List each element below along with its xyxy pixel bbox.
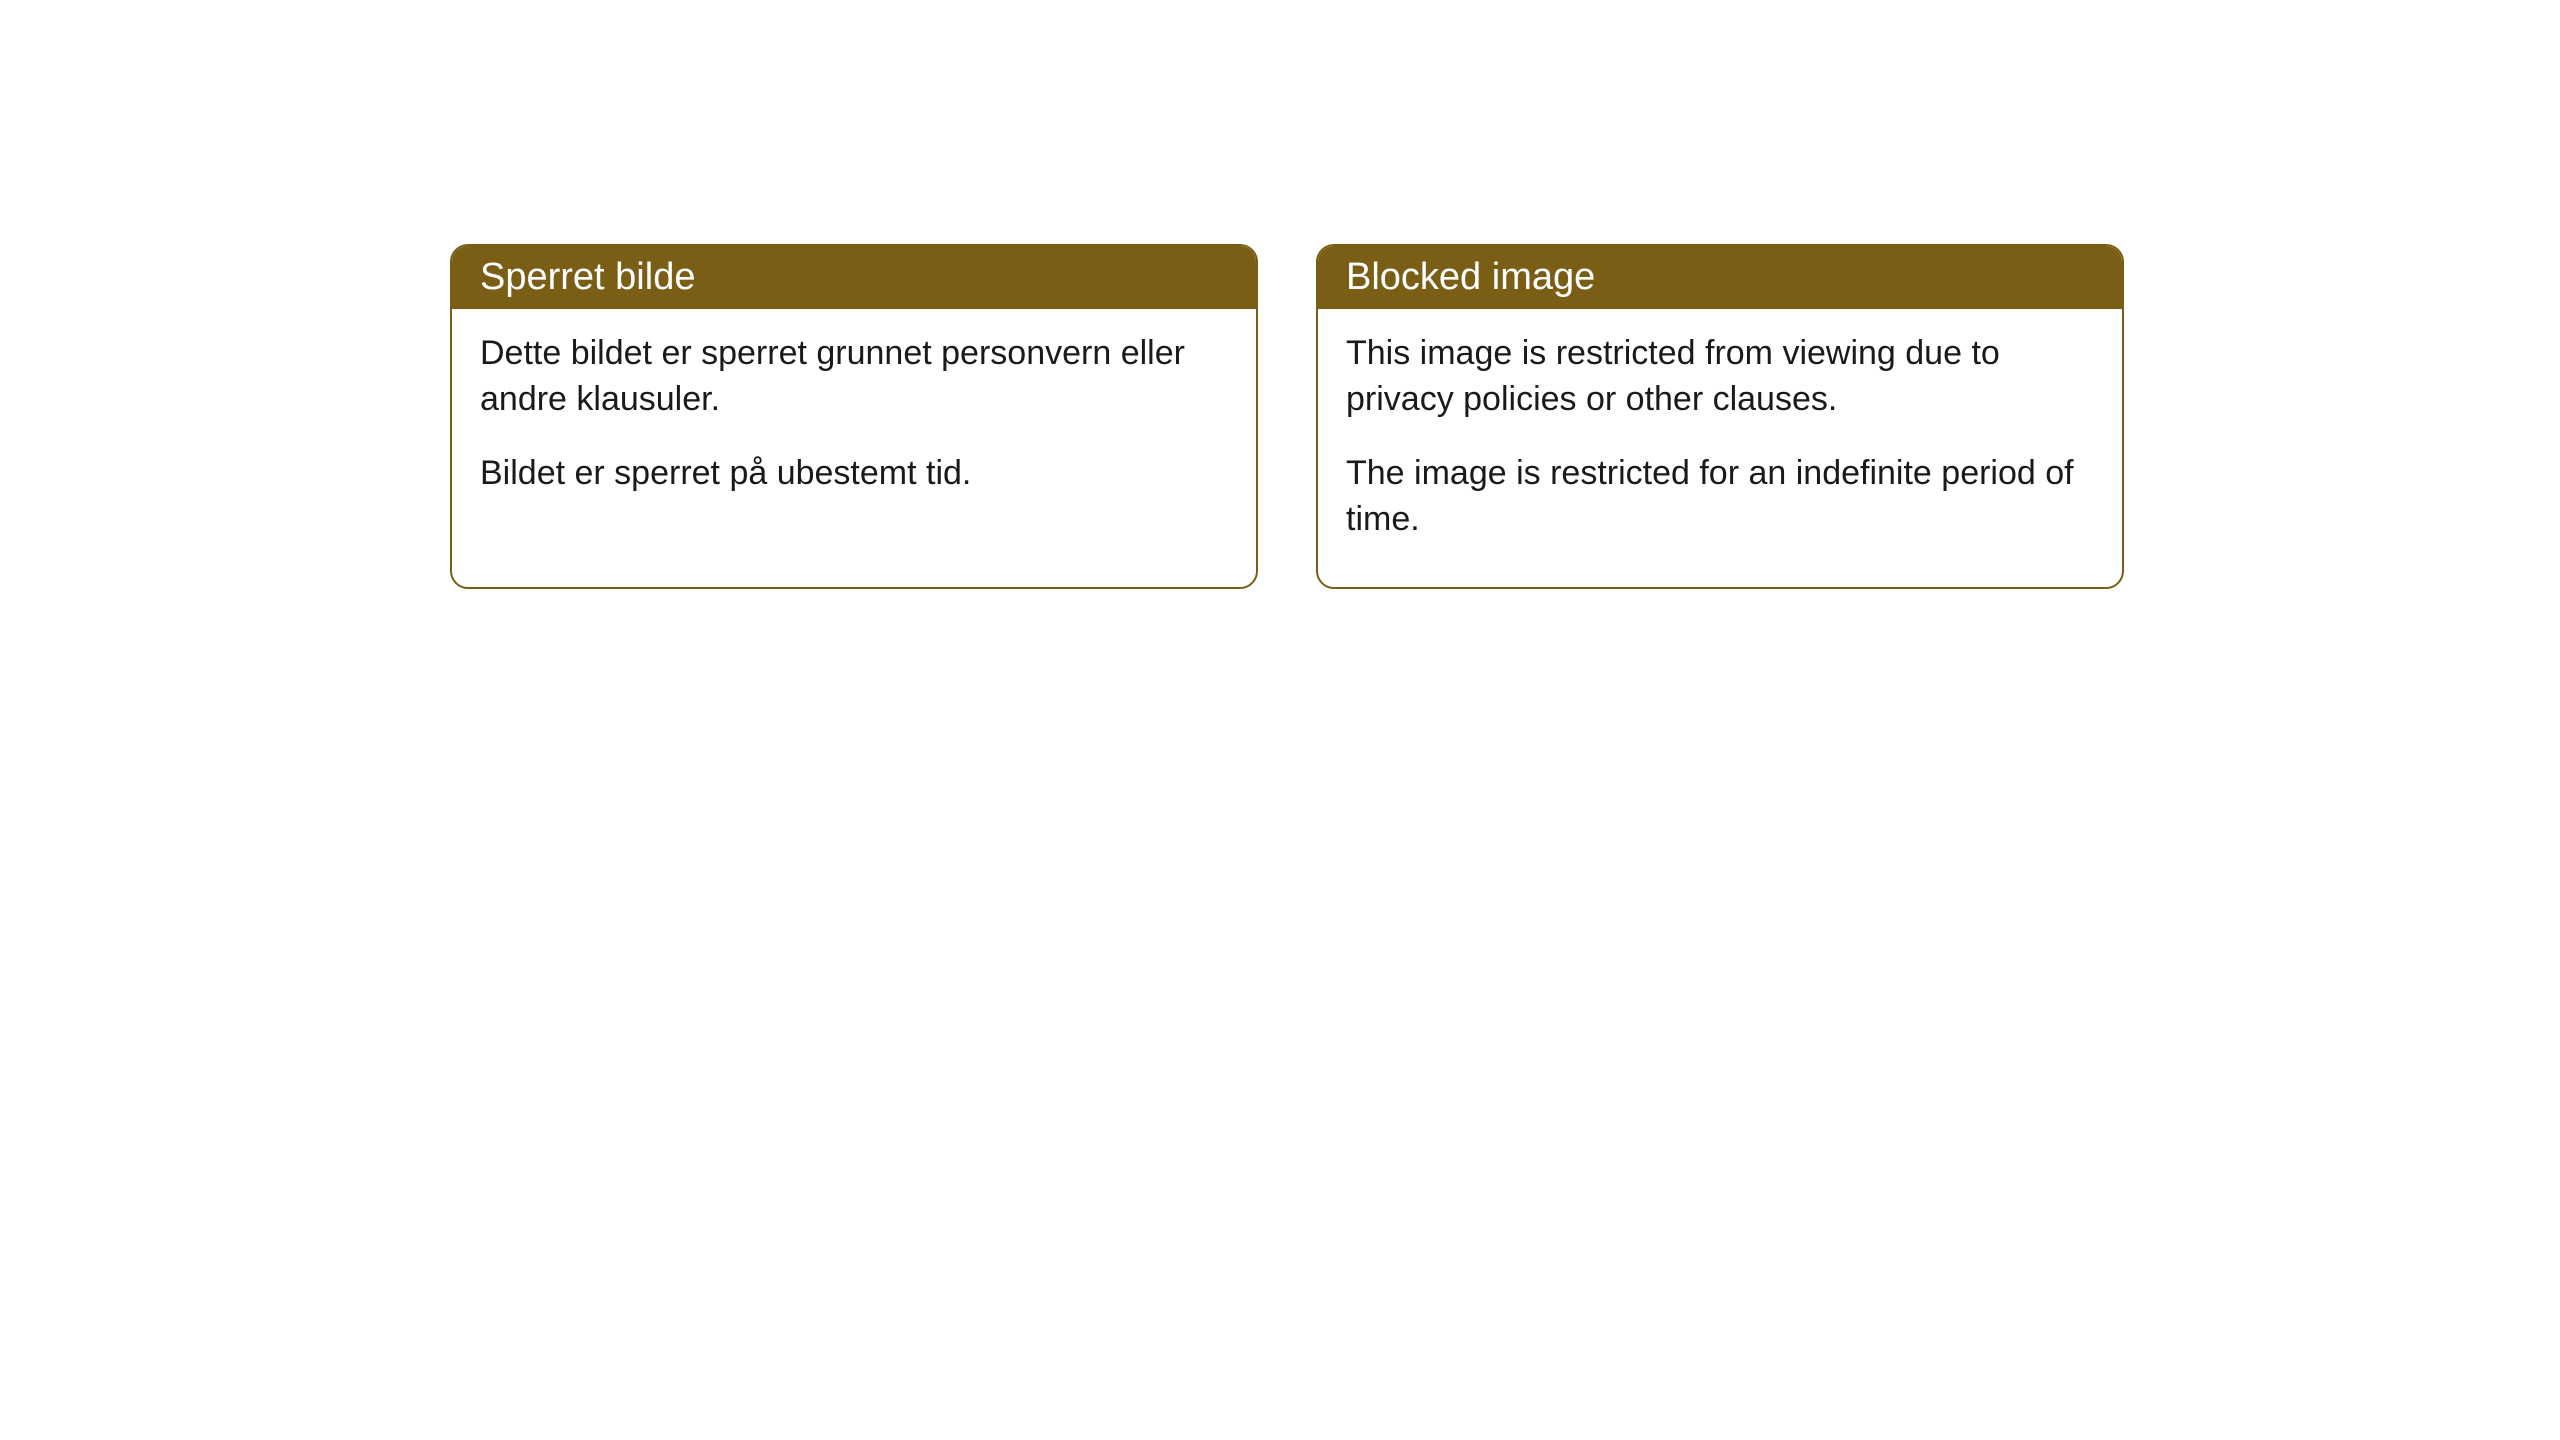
notice-body-norwegian: Dette bildet er sperret grunnet personve… [452,309,1256,541]
notice-paragraph: This image is restricted from viewing du… [1346,331,2094,423]
notice-title: Blocked image [1346,256,1595,298]
notice-header-norwegian: Sperret bilde [452,246,1256,309]
notice-body-english: This image is restricted from viewing du… [1318,309,2122,587]
notice-container: Sperret bilde Dette bildet er sperret gr… [0,0,2560,589]
notice-title: Sperret bilde [480,256,695,298]
notice-header-english: Blocked image [1318,246,2122,309]
notice-paragraph: Bildet er sperret på ubestemt tid. [480,451,1228,497]
notice-paragraph: Dette bildet er sperret grunnet personve… [480,331,1228,423]
notice-card-english: Blocked image This image is restricted f… [1316,244,2124,589]
notice-card-norwegian: Sperret bilde Dette bildet er sperret gr… [450,244,1258,589]
notice-paragraph: The image is restricted for an indefinit… [1346,451,2094,543]
